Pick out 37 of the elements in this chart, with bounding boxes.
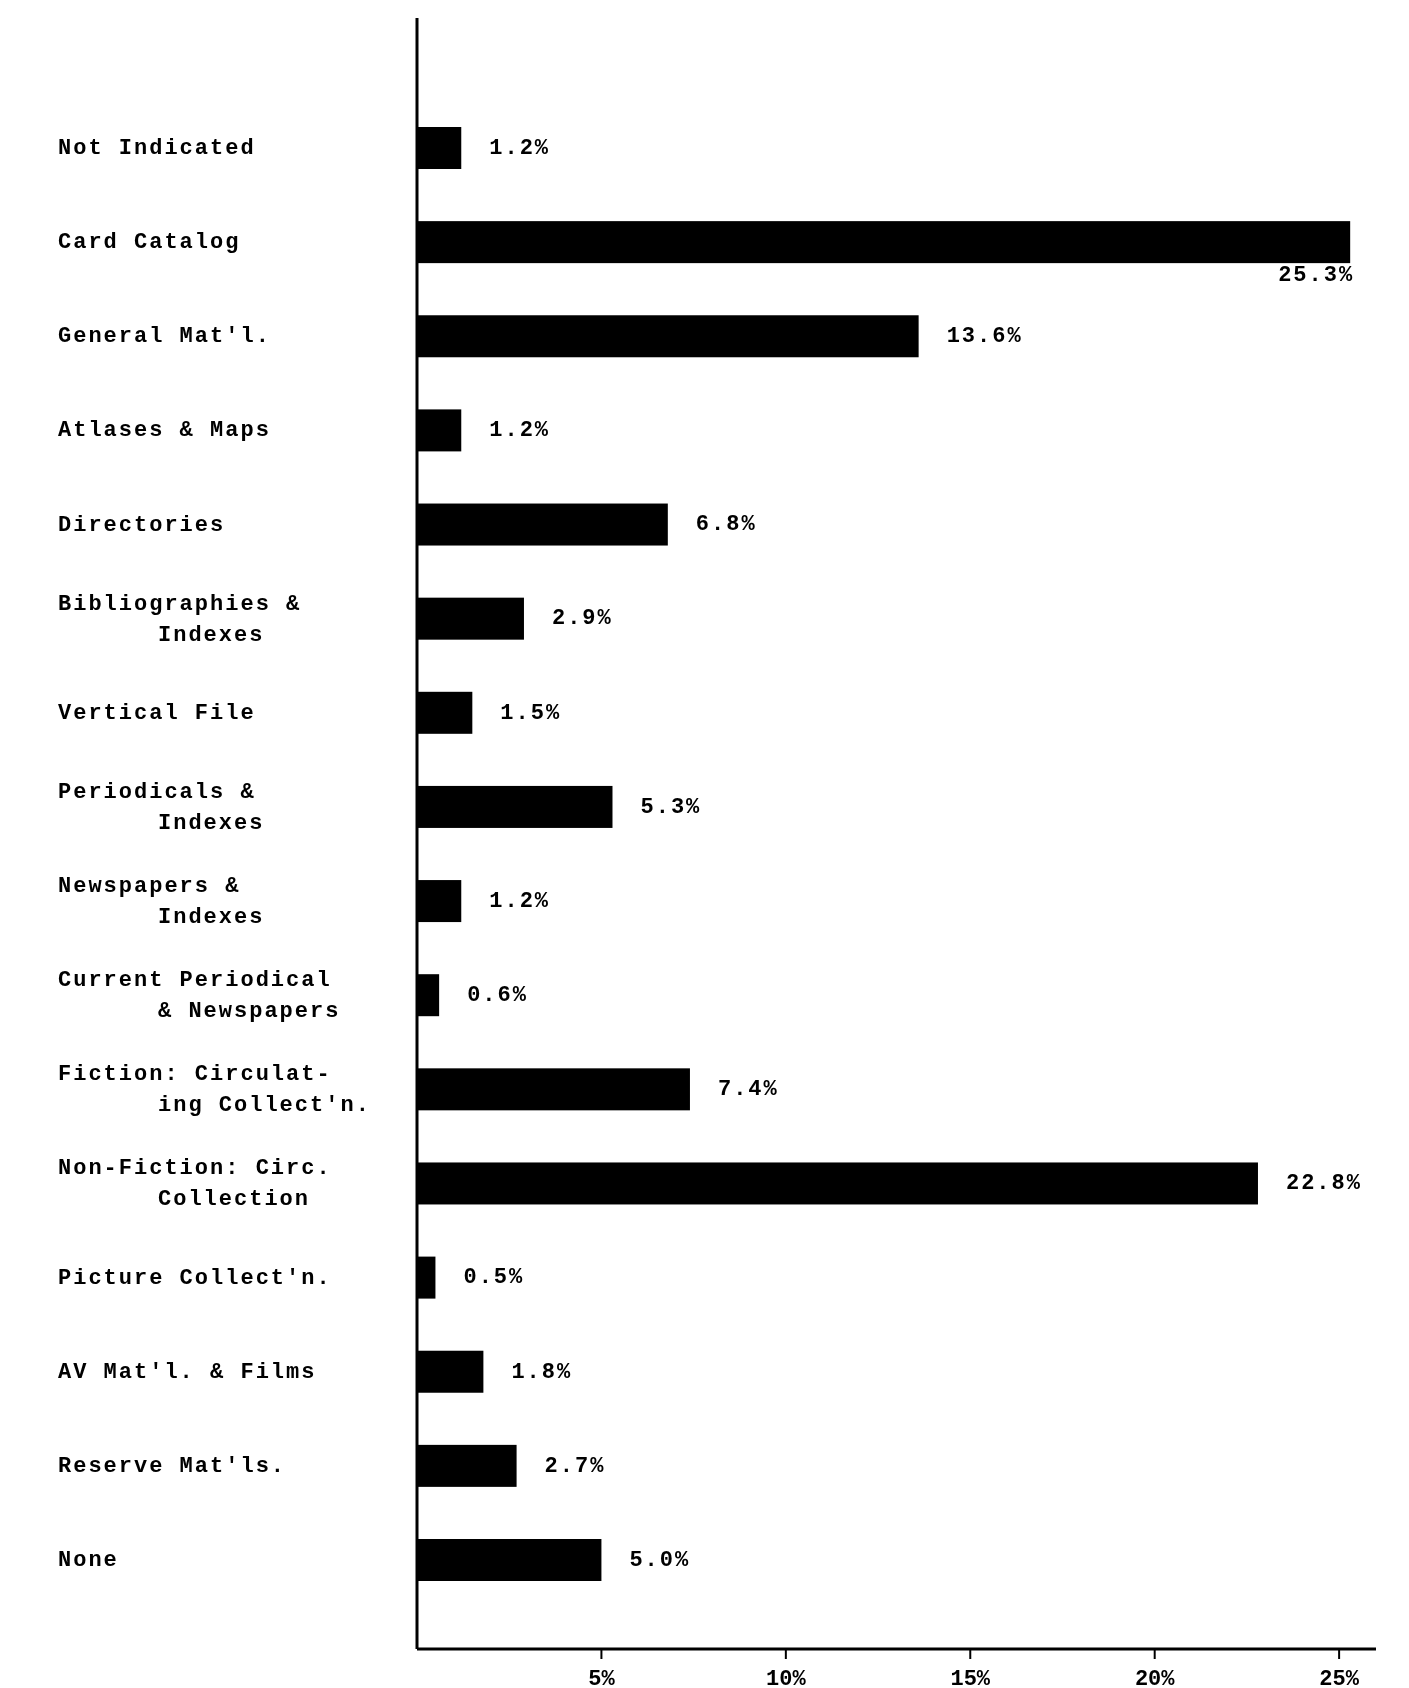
data-label: 1.2%: [489, 418, 551, 444]
y-tick-label: Not Indicated: [58, 135, 256, 161]
data-label: 22.8%: [1285, 1171, 1362, 1197]
data-label: 1.2%: [489, 888, 551, 914]
data-label: 0.5%: [463, 1265, 525, 1291]
y-tick-label: General Mat'l.: [58, 324, 271, 350]
y-tick-label: None: [58, 1547, 119, 1573]
y-tick-label: Card Catalog: [58, 229, 241, 255]
y-tick-label: Reserve Mat'ls.: [58, 1453, 287, 1479]
x-tick-label: 5%: [588, 1667, 616, 1688]
y-tick-label: Periodicals & Indexes: [58, 779, 265, 836]
y-tick-label: Picture Collect'n.: [58, 1265, 332, 1291]
data-label: 5.0%: [629, 1547, 691, 1573]
data-label: 5.3%: [640, 794, 702, 820]
data-label: 1.8%: [511, 1359, 573, 1385]
x-tick-label: 15%: [950, 1667, 991, 1688]
y-tick-label: Bibliographies & Indexes: [58, 591, 302, 648]
data-label: 2.7%: [544, 1453, 606, 1479]
y-tick-label: Directories: [58, 512, 226, 538]
data-label: 2.9%: [551, 606, 613, 632]
y-tick-label: Vertical File: [58, 700, 256, 726]
y-tick-label: Atlases & Maps: [58, 418, 271, 444]
data-label: 1.5%: [500, 700, 562, 726]
y-tick-label: Current Periodical & Newspapers: [58, 968, 341, 1025]
y-tick-label: Non-Fiction: Circ. Collection: [58, 1156, 332, 1213]
data-label: 0.6%: [467, 983, 528, 1009]
y-tick-label: AV Mat'l. & Films: [58, 1359, 317, 1385]
data-label: 6.8%: [695, 512, 757, 538]
x-tick-label: 10%: [766, 1667, 807, 1688]
data-label: 7.4%: [717, 1077, 779, 1103]
data-label: 25.3%: [1278, 262, 1355, 288]
y-tick-label: Fiction: Circulat- ing Collect'n.: [58, 1062, 371, 1119]
data-label: 1.2%: [489, 135, 551, 161]
y-tick-label: Newspapers & Indexes: [58, 873, 265, 930]
x-tick-label: 25%: [1319, 1667, 1360, 1688]
x-tick-label: 20%: [1134, 1667, 1176, 1688]
data-label: 13.6%: [946, 324, 1023, 350]
